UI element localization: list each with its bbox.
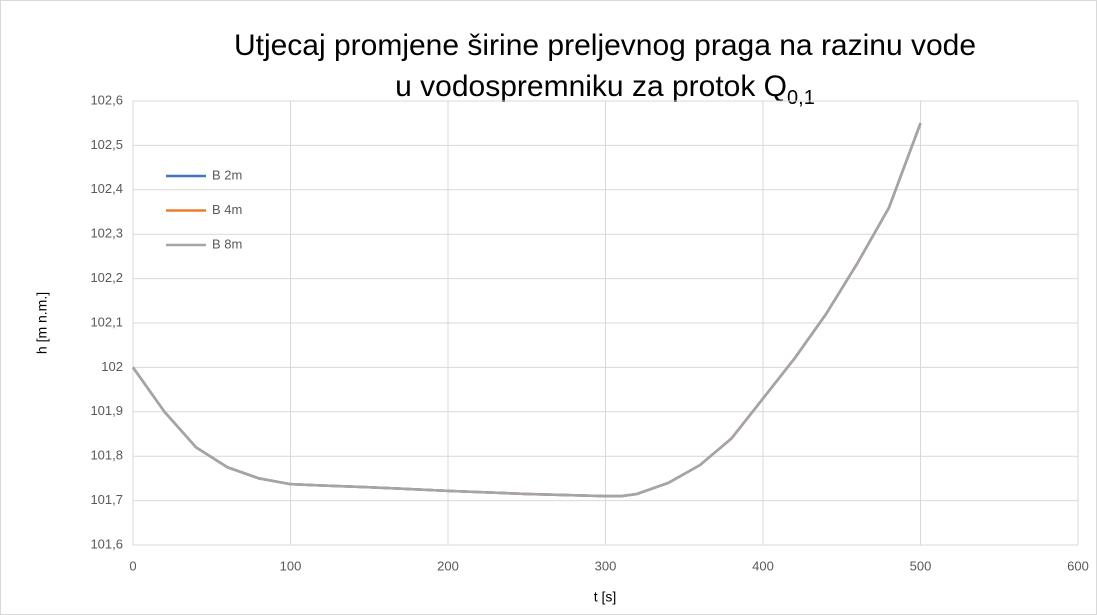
y-tick-label: 101,9: [90, 403, 123, 418]
legend-label: B 4m: [212, 202, 242, 217]
y-tick-label: 101,8: [90, 448, 123, 463]
title-text: u vodospremniku za protok Q: [395, 70, 787, 103]
y-tick-label: 102,2: [90, 270, 123, 285]
y-tick-label: 101,6: [90, 536, 123, 551]
legend-label: B 8m: [212, 236, 242, 251]
chart-title: Utjecaj promjene širine preljevnog praga…: [234, 29, 976, 62]
x-tick-label: 100: [280, 558, 302, 573]
y-tick-label: 102,1: [90, 314, 123, 329]
y-tick-label: 102: [101, 359, 123, 374]
x-tick-label: 500: [910, 558, 932, 573]
chart-title: u vodospremniku za protok Q0,1: [395, 70, 815, 109]
x-tick-label: 400: [752, 558, 774, 573]
y-tick-label: 102,4: [90, 181, 123, 196]
series-line: [131, 122, 922, 498]
title-subscript: 0,1: [787, 87, 815, 109]
x-tick-label: 0: [129, 558, 136, 573]
x-axis-title: t [s]: [594, 589, 617, 605]
x-tick-label: 600: [1067, 558, 1089, 573]
y-axis-title: h [m n.m.]: [34, 292, 50, 354]
legend-label: B 2m: [212, 167, 242, 182]
y-tick-label: 102,6: [90, 92, 123, 107]
x-tick-label: 300: [595, 558, 617, 573]
y-tick-label: 102,5: [90, 137, 123, 152]
x-tick-label: 200: [437, 558, 459, 573]
y-tick-label: 101,7: [90, 492, 123, 507]
y-tick-label: 102,3: [90, 226, 123, 241]
